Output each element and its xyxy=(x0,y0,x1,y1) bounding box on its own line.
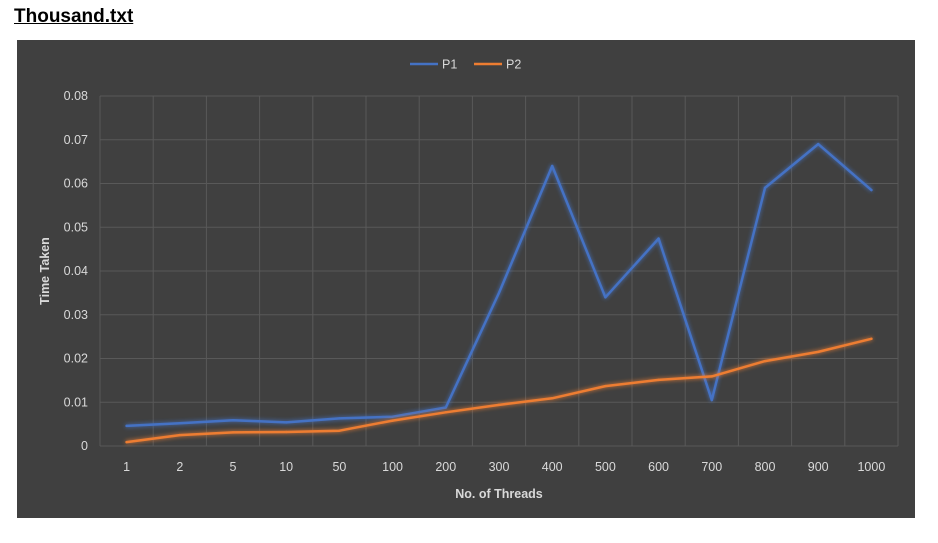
y-tick-label: 0 xyxy=(81,439,88,453)
chart-panel: 0 0.01 0.02 0.03 0.04 0.05 0.06 0.07 0.08 1 2 5 10 5… xyxy=(17,40,915,518)
y-tick-label: 0.03 xyxy=(64,308,88,322)
data-point-p2 xyxy=(391,419,394,422)
y-tick-label: 0.04 xyxy=(64,264,88,278)
x-tick-label: 800 xyxy=(755,460,776,474)
x-tick-label: 2 xyxy=(176,460,183,474)
data-point-p1 xyxy=(391,415,394,418)
data-point-p2 xyxy=(338,429,341,432)
data-point-p1 xyxy=(710,398,713,402)
y-tick-label: 0.06 xyxy=(64,177,88,191)
data-point-p2 xyxy=(870,337,873,341)
x-axis-title: No. of Threads xyxy=(455,487,543,501)
data-point-p1 xyxy=(763,186,767,190)
data-point-p1 xyxy=(338,417,341,420)
x-axis-tick-labels: 1 2 5 10 50 100 200 300 400 500 600 700 800 900 1000 xyxy=(123,460,885,474)
page-title: Thousand.txt xyxy=(14,6,134,27)
line-chart: 0 0.01 0.02 0.03 0.04 0.05 0.06 0.07 0.08 1 2 5 10 5… xyxy=(38,58,899,501)
x-tick-label: 50 xyxy=(332,460,346,474)
y-tick-label: 0.01 xyxy=(64,395,88,409)
x-tick-label: 400 xyxy=(542,460,563,474)
y-tick-label: 0.07 xyxy=(64,133,88,147)
x-tick-label: 300 xyxy=(489,460,510,474)
x-tick-label: 500 xyxy=(595,460,616,474)
data-point-p2 xyxy=(710,375,713,378)
series-line-p1 xyxy=(125,142,873,428)
data-point-p1 xyxy=(497,291,501,295)
data-point-p2 xyxy=(285,430,288,434)
x-tick-label: 5 xyxy=(230,460,237,474)
data-point-p1 xyxy=(604,296,607,299)
data-point-p2 xyxy=(551,397,554,400)
x-tick-label: 100 xyxy=(382,460,403,474)
data-point-p1 xyxy=(285,421,288,424)
x-tick-label: 1000 xyxy=(857,460,885,474)
data-point-p2 xyxy=(497,403,501,407)
data-point-p2 xyxy=(763,359,767,363)
data-point-p2 xyxy=(125,440,128,444)
data-point-p1 xyxy=(178,422,181,425)
data-point-p1 xyxy=(444,406,447,409)
x-tick-label: 600 xyxy=(648,460,669,474)
y-tick-label: 0.05 xyxy=(64,220,88,234)
x-tick-label: 200 xyxy=(435,460,456,474)
y-tick-label: 0.08 xyxy=(64,89,88,103)
legend-label-p1: P1 xyxy=(442,58,457,72)
series-lines xyxy=(125,142,873,444)
data-point-p1 xyxy=(551,164,554,168)
legend: P1 P2 xyxy=(410,58,521,72)
data-point-p2 xyxy=(178,433,181,437)
data-point-p1 xyxy=(125,424,128,428)
data-point-p2 xyxy=(817,350,820,354)
data-point-p2 xyxy=(657,378,660,382)
y-axis-tick-labels: 0 0.01 0.02 0.03 0.04 0.05 0.06 0.07 0.08 xyxy=(64,89,88,453)
y-tick-label: 0.02 xyxy=(64,352,88,366)
data-point-p1 xyxy=(657,237,660,240)
data-point-p2 xyxy=(231,431,235,434)
data-point-p1 xyxy=(817,142,820,146)
data-point-p1 xyxy=(870,188,873,192)
y-axis-title: Time Taken xyxy=(38,237,52,305)
x-tick-label: 10 xyxy=(279,460,293,474)
series-line-p2 xyxy=(125,337,873,444)
gridlines xyxy=(99,95,899,447)
data-point-p2 xyxy=(604,384,607,388)
x-tick-label: 900 xyxy=(808,460,829,474)
data-point-p1 xyxy=(231,418,235,422)
x-tick-label: 1 xyxy=(123,460,130,474)
data-point-p2 xyxy=(444,411,447,414)
x-tick-label: 700 xyxy=(701,460,722,474)
legend-label-p2: P2 xyxy=(506,58,521,72)
